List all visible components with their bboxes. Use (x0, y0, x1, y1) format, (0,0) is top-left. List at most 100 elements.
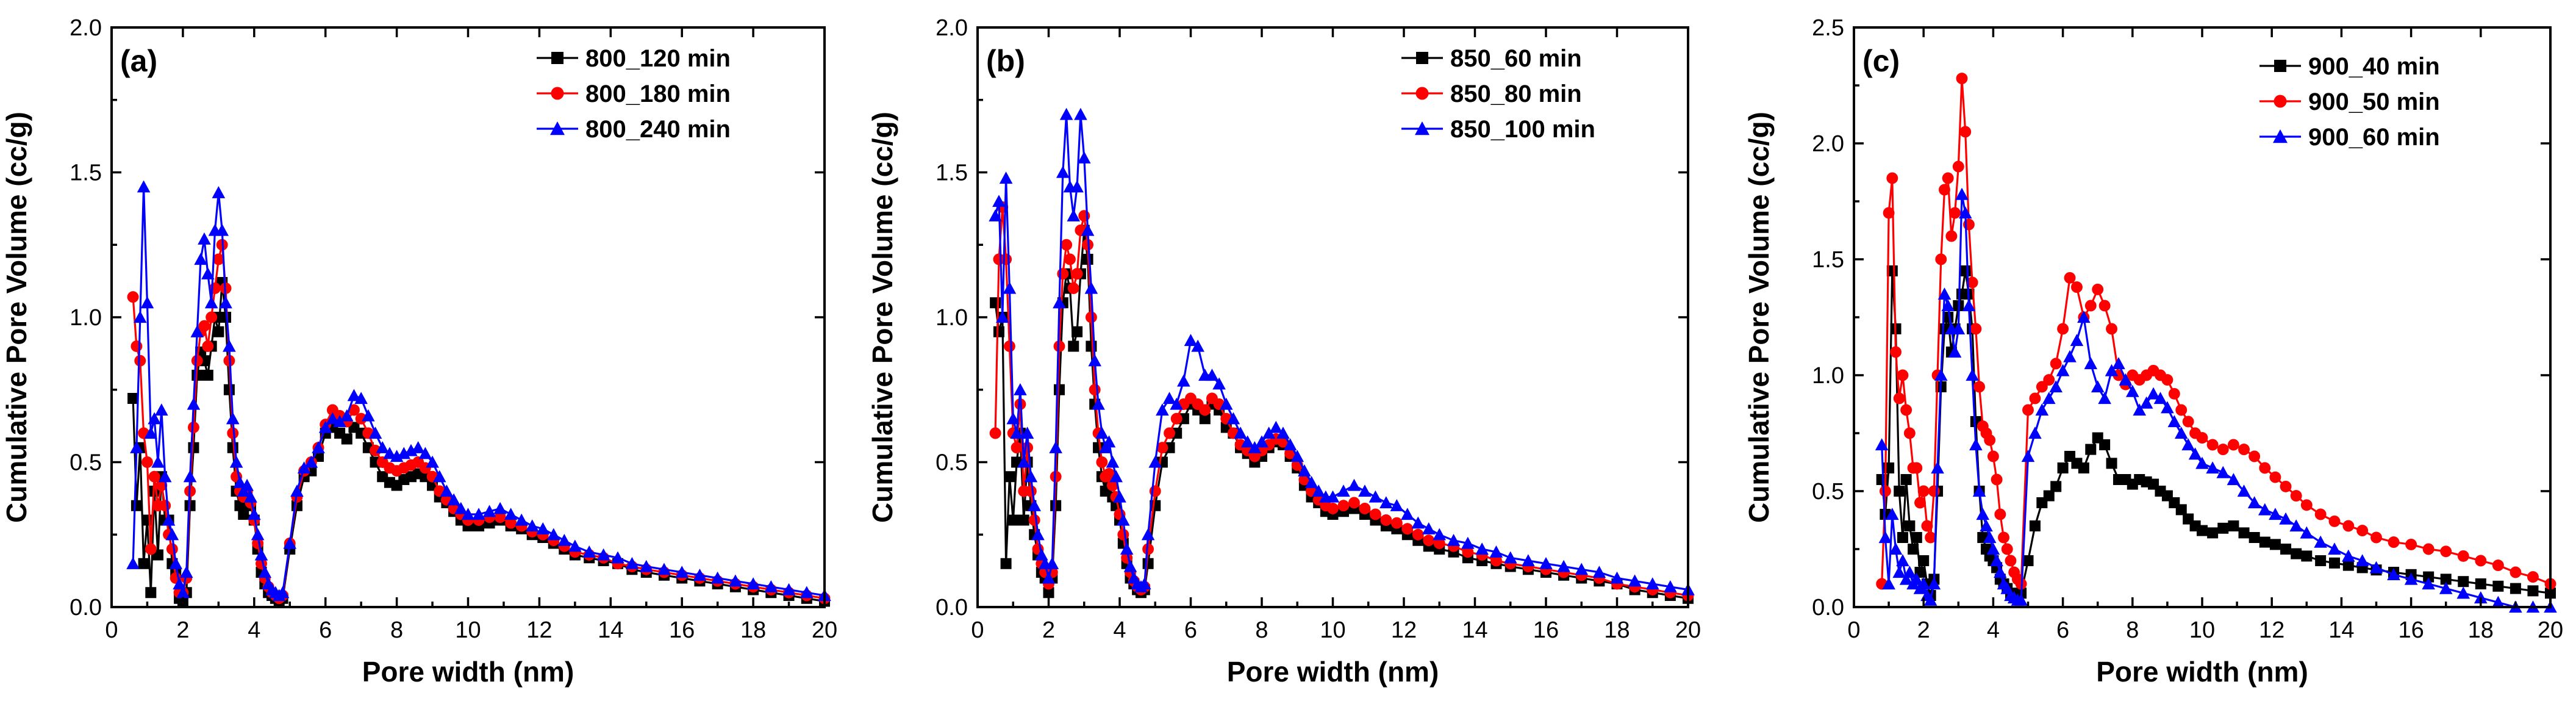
data-point (461, 508, 475, 520)
data-point (183, 470, 197, 483)
data-point (2300, 499, 2313, 511)
data-point (1057, 268, 1069, 280)
data-point (1489, 545, 1503, 558)
x-tick-label: 12 (2259, 617, 2284, 643)
data-point (1575, 563, 1589, 575)
legend-label: 850_60 min (1450, 45, 1582, 72)
data-point (1896, 554, 1909, 567)
data-point (2043, 490, 2055, 502)
data-point (1084, 281, 1098, 294)
data-point (362, 409, 375, 422)
data-point (2387, 568, 2400, 580)
data-point (233, 475, 247, 488)
data-point (1095, 426, 1109, 439)
data-point (2206, 439, 2219, 451)
data-point (1170, 412, 1182, 425)
data-point (782, 583, 796, 595)
data-point (1078, 210, 1090, 222)
data-point (2206, 461, 2219, 474)
x-tick-label: 18 (2468, 617, 2494, 643)
data-point (1148, 455, 1162, 468)
data-point (1882, 577, 1895, 590)
data-point (2196, 432, 2208, 444)
data-point (2510, 583, 2521, 594)
data-point (1327, 503, 1339, 514)
data-point (1994, 566, 2007, 578)
data-point (1875, 438, 1889, 451)
data-point (159, 500, 171, 512)
x-tick-label: 14 (2328, 617, 2354, 643)
data-point (304, 455, 318, 468)
data-point (2077, 311, 2091, 323)
data-point (1890, 346, 1902, 358)
data-point (1959, 265, 1971, 276)
data-point (290, 484, 304, 497)
data-point (992, 195, 1006, 207)
data-point (162, 513, 176, 526)
data-point (140, 296, 154, 309)
data-point (2405, 538, 2417, 550)
data-point (1109, 470, 1123, 483)
x-tick-label: 10 (2189, 617, 2215, 643)
data-point (2050, 481, 2062, 492)
x-tick-label: 14 (1462, 617, 1487, 643)
data-point (1337, 500, 1350, 512)
data-point (2005, 555, 2017, 567)
y-tick-label: 1.0 (70, 305, 102, 331)
data-point (989, 209, 1002, 221)
data-point (1031, 528, 1045, 541)
data-point (1998, 531, 2009, 544)
data-point (1028, 498, 1041, 511)
x-tick-label: 8 (2126, 617, 2139, 643)
data-point (2422, 577, 2435, 590)
x-axis-label: Pore width (nm) (362, 656, 574, 688)
data-point (1503, 551, 1517, 564)
data-point (1903, 427, 1916, 439)
legend-marker (1415, 121, 1429, 135)
data-point (2474, 591, 2488, 603)
data-point (1917, 485, 1930, 497)
data-point (1475, 542, 1489, 555)
legend-marker (2274, 95, 2287, 108)
data-point (1909, 572, 1923, 585)
y-axis-label: Cumulative Pore Volume (cc/g) (1, 112, 32, 523)
data-point (1067, 282, 1079, 294)
data-point (1205, 369, 1219, 381)
data-point (1226, 412, 1240, 425)
y-tick-label: 1.0 (1812, 363, 1844, 389)
data-point (341, 433, 352, 445)
x-axis-label: Pore width (nm) (2096, 656, 2308, 688)
data-point (2491, 595, 2505, 608)
data-point (2475, 555, 2487, 567)
x-tick-label: 2 (1917, 617, 1930, 643)
data-point (1539, 556, 1553, 569)
data-point (2328, 557, 2340, 569)
data-point (1522, 554, 1535, 567)
data-point (127, 393, 139, 404)
data-point (131, 500, 142, 511)
data-point (2300, 526, 2314, 539)
data-point (2133, 403, 2147, 416)
series-800_240-min (126, 180, 831, 602)
data-point (354, 392, 368, 405)
data-point (1089, 384, 1101, 396)
data-point (2197, 525, 2208, 536)
y-tick-label: 0.5 (1812, 479, 1844, 505)
data-point (1042, 571, 1056, 584)
x-tick-label: 16 (1533, 617, 1559, 643)
data-point (191, 354, 203, 367)
data-point (2106, 458, 2117, 469)
data-point (1337, 484, 1350, 497)
data-point (318, 420, 332, 433)
data-point (2440, 574, 2452, 585)
data-point (1927, 577, 1941, 590)
data-point (229, 455, 243, 468)
data-point (1918, 555, 1930, 566)
data-point (1348, 497, 1360, 509)
data-point (568, 539, 582, 552)
data-point (1103, 468, 1115, 480)
data-point (2315, 555, 2327, 566)
data-point (1077, 151, 1091, 164)
data-point (1326, 490, 1340, 503)
data-point (1117, 528, 1129, 541)
